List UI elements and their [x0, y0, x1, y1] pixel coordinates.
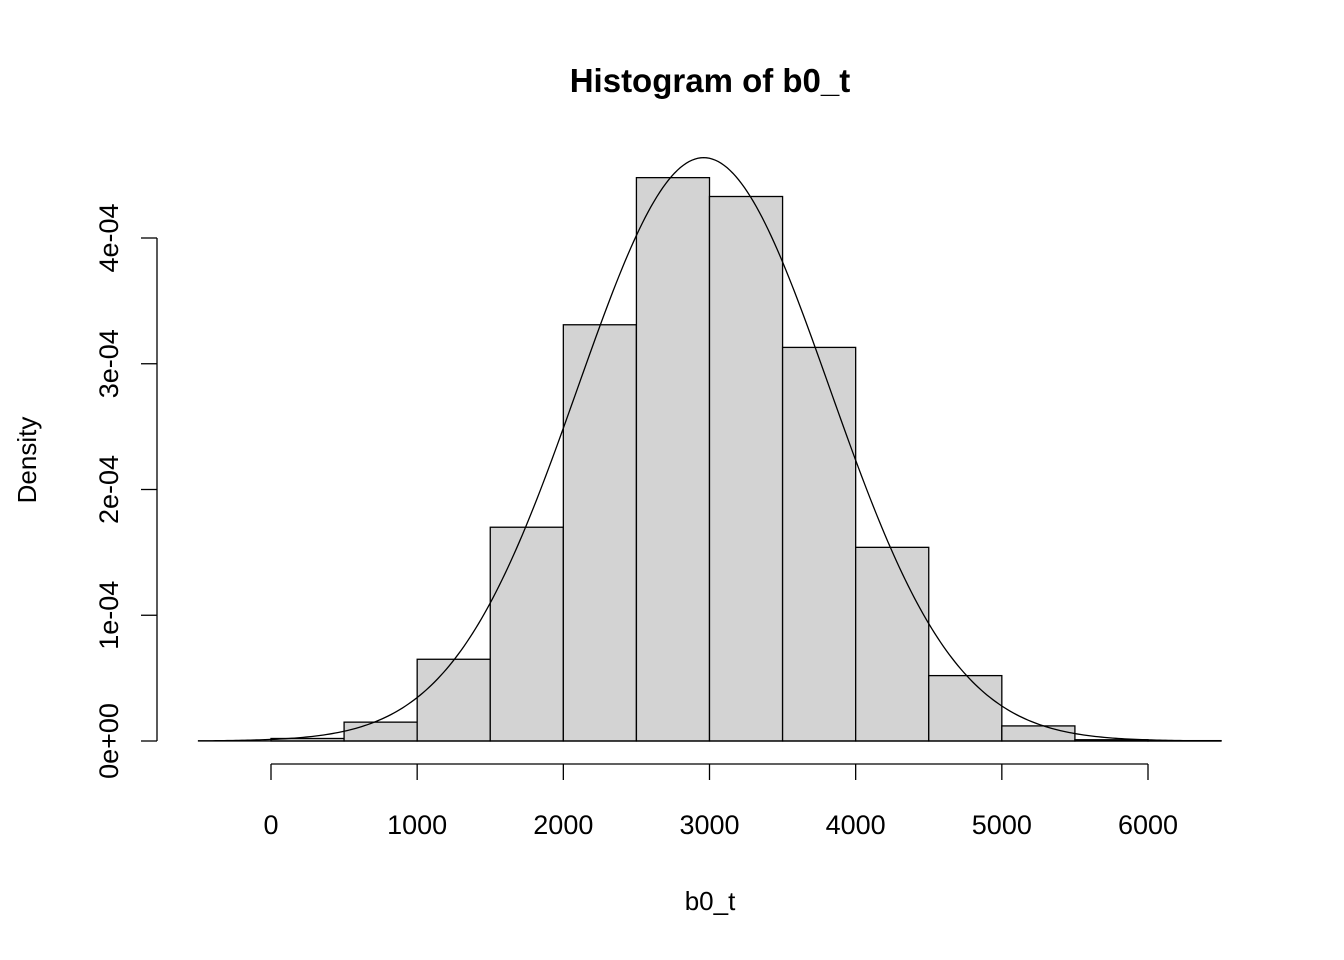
x-tick-label: 5000 [972, 810, 1032, 840]
y-tick-label: 1e-04 [94, 581, 124, 650]
y-axis-label: Density [12, 417, 42, 504]
histogram-bar [1001, 725, 1076, 742]
x-tick-label: 3000 [679, 810, 739, 840]
histogram-bars [197, 176, 1222, 742]
y-tick-label: 2e-04 [94, 455, 124, 524]
x-tick-label: 4000 [826, 810, 886, 840]
histogram-bar [855, 546, 930, 742]
x-axis: 0 1000 2000 3000 4000 5000 6000 [263, 763, 1178, 840]
chart-title: Histogram of b0_t [570, 62, 851, 99]
y-tick-label: 4e-04 [94, 203, 124, 272]
density-curve [197, 157, 1222, 742]
y-tick-label: 0e+00 [94, 703, 124, 779]
x-tick-label: 2000 [533, 810, 593, 840]
histogram-bar [343, 721, 418, 742]
histogram-bar [489, 526, 564, 742]
x-axis-label: b0_t [685, 886, 736, 916]
x-tick-label: 1000 [387, 810, 447, 840]
histogram-bar [708, 195, 784, 742]
x-tick-label: 6000 [1118, 810, 1178, 840]
histogram-bar [928, 674, 1003, 742]
histogram-bar [635, 176, 711, 742]
histogram-bar [781, 346, 857, 742]
x-tick-label: 0 [263, 810, 278, 840]
histogram-bar [562, 324, 638, 742]
histogram-bar [416, 658, 491, 742]
y-axis: 0e+00 1e-04 2e-04 3e-04 4e-04 [94, 203, 158, 779]
y-tick-label: 3e-04 [94, 329, 124, 398]
